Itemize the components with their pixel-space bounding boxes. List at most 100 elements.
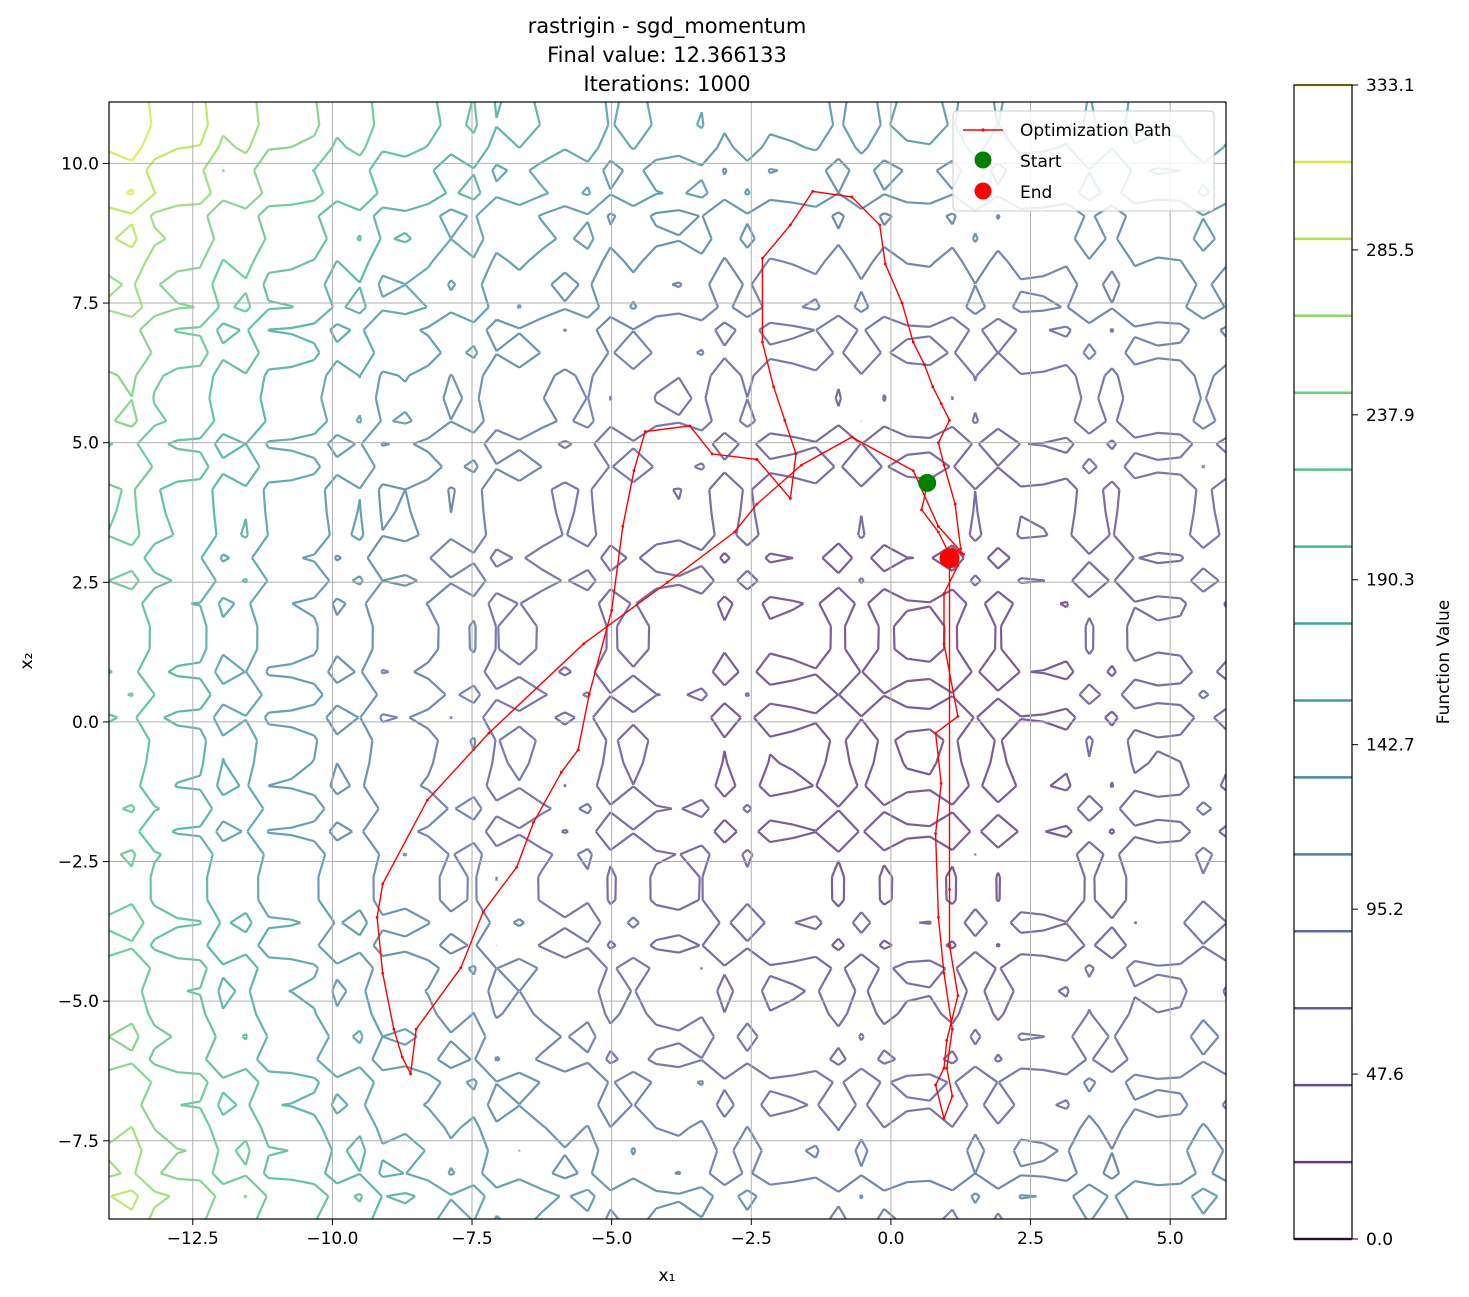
- optimization-path-point: [942, 463, 946, 467]
- colorbar-tick-label: 47.6: [1366, 1065, 1404, 1085]
- colorbar-tick-label: 142.7: [1366, 736, 1415, 756]
- optimization-path-point: [934, 731, 937, 735]
- y-tick-label: 0.0: [72, 713, 99, 733]
- optimization-path-point: [610, 608, 614, 612]
- x-tick-label: −2.5: [731, 1229, 772, 1249]
- optimization-path-point: [900, 301, 904, 305]
- legend-path-marker: [981, 128, 985, 132]
- optimization-path-point: [666, 580, 669, 584]
- optimization-path-point: [381, 971, 385, 975]
- optimization-path-point: [783, 418, 787, 422]
- optimization-path-point: [772, 385, 776, 389]
- optimization-path-point: [755, 458, 759, 461]
- contour-level-7: [163, 102, 541, 1219]
- end-marker: [939, 548, 960, 569]
- optimization-path-point: [381, 882, 385, 886]
- optimization-path-point: [621, 525, 625, 528]
- optimization-path-point: [945, 1038, 949, 1042]
- colorbar-label: Function Value: [1434, 600, 1454, 724]
- optimization-path-point: [931, 385, 935, 389]
- y-tick-label: 10.0: [61, 154, 99, 174]
- chart-title-line-1: rastrigin - sgd_momentum: [528, 14, 807, 39]
- optimization-path-point: [481, 910, 485, 914]
- x-tick-label: −10.0: [306, 1229, 358, 1249]
- y-tick-label: 5.0: [72, 434, 99, 454]
- optimization-path-point: [409, 1072, 412, 1076]
- y-axis-label: x₂: [17, 653, 37, 670]
- y-tick-label: −7.5: [58, 1132, 99, 1152]
- contour-level-8: [109, 102, 479, 1219]
- y-axis-ticks: −7.5 −5.0 −2.5 0.0 2.5 5.0 7.5 10.0: [58, 154, 109, 1152]
- optimization-path-point: [948, 943, 951, 947]
- optimization-path-point: [576, 748, 580, 752]
- colorbar-tick-label: 237.9: [1366, 406, 1415, 426]
- x-tick-label: −7.5: [451, 1229, 492, 1249]
- colorbar-ticks: 0.0 47.6 95.2 142.7 190.3 237.9 285.5 333.1: [1352, 76, 1415, 1250]
- colorbar-frame: [1293, 84, 1353, 1240]
- optimization-path-layer: [375, 189, 965, 1121]
- colorbar-tick-label: 95.2: [1366, 900, 1404, 920]
- plot-background: [109, 102, 1226, 1219]
- optimization-path-point: [934, 832, 937, 836]
- optimization-path-point: [942, 592, 946, 595]
- contour-level-11: [109, 102, 260, 1219]
- chart-title-line-2: Final value: 12.366133: [547, 43, 787, 67]
- optimization-path-point: [956, 714, 960, 718]
- contour-level-3: [379, 211, 1226, 1219]
- optimization-path-point: [959, 547, 963, 551]
- legend-box: [952, 110, 1215, 212]
- optimization-path-point: [939, 402, 943, 405]
- optimization-path-point: [956, 564, 960, 567]
- optimization-path-point: [923, 363, 926, 366]
- optimization-path-point: [632, 469, 636, 473]
- contour-level-13: [109, 102, 153, 196]
- optimization-path-point: [911, 340, 915, 344]
- optimization-path-point: [755, 502, 759, 506]
- optimization-path-point: [487, 731, 491, 735]
- optimization-path-point: [850, 195, 854, 199]
- optimization-path-point: [559, 770, 563, 774]
- optimization-path-point: [936, 525, 940, 528]
- optimization-path-point: [878, 223, 882, 227]
- optimization-path-point: [414, 1027, 418, 1031]
- optimization-path-point: [425, 798, 429, 802]
- optimization-path-point: [788, 497, 792, 500]
- optimization-path-point: [936, 441, 940, 445]
- optimization-path-point: [761, 256, 764, 260]
- optimization-path-point: [962, 552, 965, 556]
- plot-frame: [108, 101, 1227, 1220]
- colorbar-tick-label: 285.5: [1366, 241, 1415, 261]
- optimization-path-point: [948, 888, 951, 891]
- optimization-path-point: [942, 642, 946, 646]
- contour-level-10: [109, 102, 321, 1219]
- y-tick-label: 2.5: [72, 573, 99, 593]
- optimization-path-point: [400, 1055, 404, 1059]
- y-tick-label: −2.5: [58, 853, 99, 873]
- optimization-path-point: [942, 971, 946, 975]
- optimization-path-point: [953, 502, 957, 506]
- x-tick-label: 5.0: [1157, 1229, 1184, 1249]
- optimization-path-point: [532, 821, 535, 824]
- legend-end-swatch: [974, 182, 992, 200]
- y-tick-label: 7.5: [72, 294, 99, 314]
- optimization-path-point: [761, 340, 764, 344]
- optimization-path-point: [794, 452, 798, 456]
- optimization-path-point: [688, 424, 692, 428]
- legend-start-swatch: [974, 151, 992, 169]
- contour-level-9: [109, 102, 376, 1219]
- contour-level-12: [109, 102, 209, 1211]
- optimization-path-point: [956, 994, 960, 997]
- legend-entry-start: Start: [1020, 152, 1062, 172]
- colorbar: 0.0 47.6 95.2 142.7 190.3 237.9 285.5 333.1 Fun…: [1293, 76, 1454, 1250]
- contour-level-4: [325, 157, 1226, 1219]
- optimization-path-point: [942, 1117, 946, 1120]
- optimization-path-point: [939, 781, 943, 785]
- optimization-path-point: [936, 530, 940, 534]
- optimization-path-point: [942, 1066, 946, 1070]
- contour-layer: [109, 102, 1226, 1219]
- optimization-path-point: [911, 469, 915, 473]
- contour-level-0: [709, 542, 1119, 952]
- optimization-path-point: [934, 1083, 937, 1087]
- optimization-path-point: [811, 189, 815, 193]
